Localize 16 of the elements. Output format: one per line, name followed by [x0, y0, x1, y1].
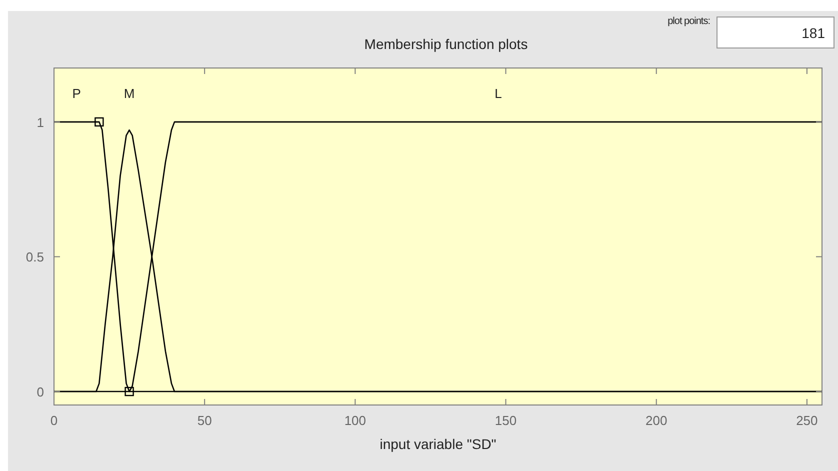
series-label: L [494, 86, 502, 101]
series-label: P [72, 86, 81, 101]
y-tick-label: 1 [36, 114, 44, 130]
y-tick-label: 0 [36, 384, 44, 400]
text: plot points: [668, 16, 710, 27]
x-tick-label: 150 [494, 413, 517, 428]
x-tick-label: 200 [646, 413, 668, 428]
x-tick-label: 250 [796, 413, 818, 428]
x-axis-title: input variable "SD" [380, 436, 496, 452]
y-tick-label: 0.5 [26, 250, 44, 265]
text: M [124, 86, 135, 101]
x-tick-label: 50 [197, 413, 212, 428]
x-tick-label: 0 [50, 413, 58, 428]
x-tick-label: 100 [344, 413, 366, 428]
chart-title: Membership function plots [364, 36, 528, 52]
plot-points-field: 181 [716, 16, 834, 48]
